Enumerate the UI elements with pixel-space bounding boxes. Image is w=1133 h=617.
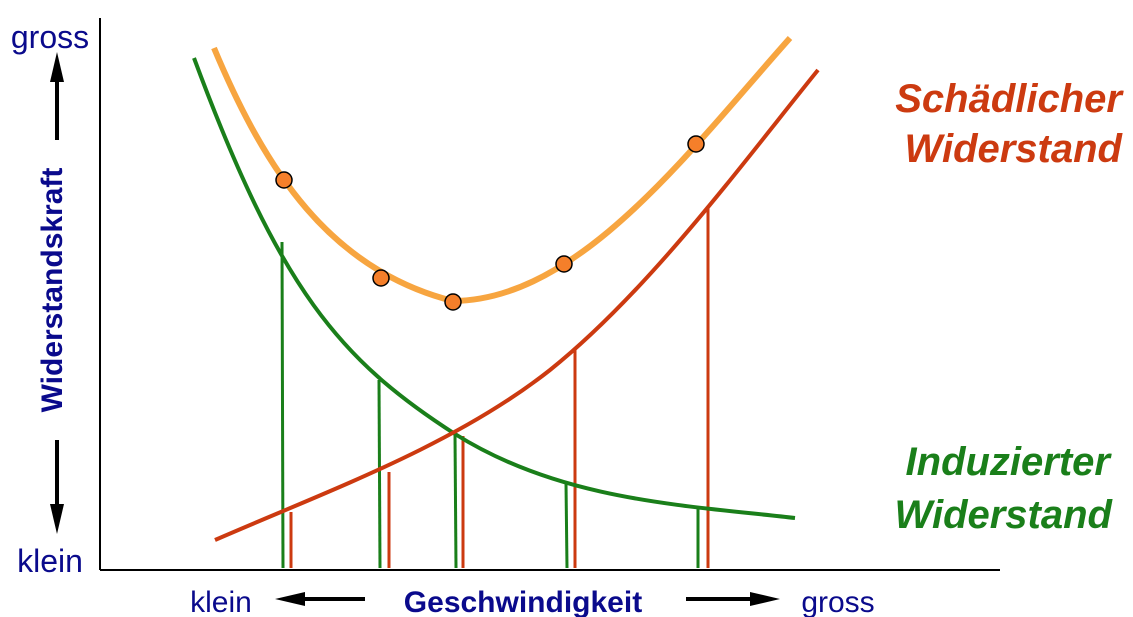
induced-drag-curve (192, 57, 796, 520)
parasite-drag-curve (214, 68, 820, 542)
y-top-label: gross (11, 19, 89, 55)
induced-drag-label-line2: Widerstand (895, 493, 1114, 537)
marker-point (555, 255, 573, 273)
x-axis-arrow-right-icon (686, 592, 780, 606)
total-drag-curve (211, 36, 793, 305)
marker-point (444, 293, 462, 311)
parasite-drag-label-line2: Widerstand (905, 127, 1124, 171)
marker-point (687, 135, 705, 153)
parasite-drag-label-line1: Schädlicher (895, 77, 1124, 121)
y-axis-arrow-up-icon (50, 52, 64, 140)
induced-drag-verticals (280, 241, 700, 569)
induced-drag-label-line1: Induzierter (906, 440, 1113, 484)
parasite-drag-verticals (289, 208, 710, 568)
marker-point (372, 269, 390, 287)
y-axis-title: Widerstandskraft (36, 168, 69, 413)
x-right-label: gross (801, 586, 874, 617)
marker-point (275, 171, 293, 189)
x-axis-arrow-left-icon (275, 592, 365, 606)
x-axis-title: Geschwindigkeit (404, 586, 642, 617)
y-axis-arrow-down-icon (50, 440, 64, 534)
total-drag-markers (275, 135, 705, 311)
x-left-label: klein (190, 586, 252, 617)
y-bottom-label: klein (17, 543, 83, 579)
